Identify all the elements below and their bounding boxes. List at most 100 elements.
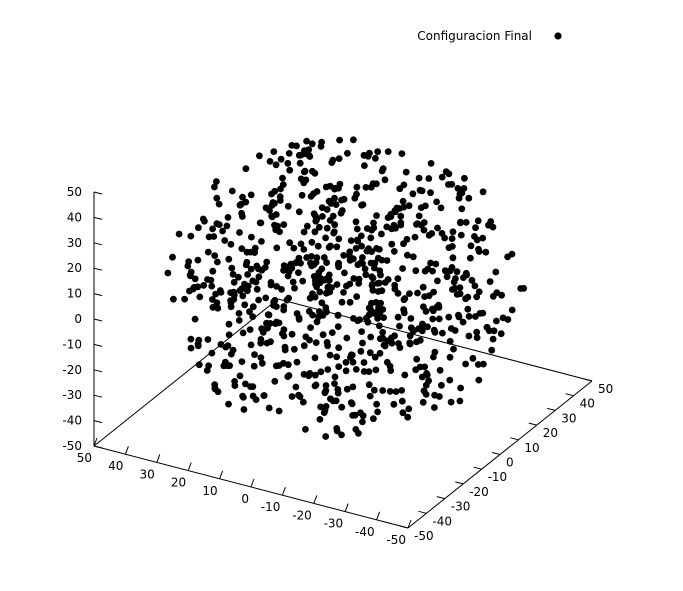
data-point bbox=[315, 269, 323, 276]
data-point bbox=[456, 284, 464, 292]
data-point bbox=[253, 262, 261, 270]
data-point bbox=[338, 403, 346, 411]
data-point bbox=[284, 361, 292, 369]
y-tick-mark bbox=[491, 452, 501, 455]
data-point bbox=[373, 212, 380, 220]
data-point bbox=[307, 324, 314, 331]
data-point bbox=[368, 273, 376, 281]
data-point bbox=[281, 346, 289, 354]
data-point bbox=[415, 212, 423, 220]
data-point bbox=[425, 292, 433, 300]
x-tick-label: 50 bbox=[77, 451, 92, 465]
data-point bbox=[260, 392, 268, 399]
z-tick-mark bbox=[93, 318, 103, 322]
data-point bbox=[433, 198, 440, 206]
y-tick-mark bbox=[455, 481, 464, 485]
data-point bbox=[372, 154, 379, 162]
data-point bbox=[222, 343, 230, 351]
data-point bbox=[361, 265, 369, 273]
data-point bbox=[213, 194, 221, 202]
data-point bbox=[285, 294, 292, 302]
data-point bbox=[291, 284, 298, 292]
data-point bbox=[238, 245, 246, 253]
data-point bbox=[381, 176, 389, 184]
data-point bbox=[362, 184, 370, 191]
y-tick-mark bbox=[436, 496, 445, 500]
data-point bbox=[191, 275, 199, 283]
data-point bbox=[473, 334, 481, 341]
data-point bbox=[239, 329, 247, 337]
data-point bbox=[439, 329, 446, 337]
data-point bbox=[314, 274, 322, 282]
data-point bbox=[253, 285, 261, 293]
data-point bbox=[286, 239, 294, 247]
data-point bbox=[379, 165, 387, 173]
data-point bbox=[353, 225, 361, 233]
z-tick-label: 0 bbox=[74, 312, 82, 326]
data-point bbox=[275, 319, 283, 327]
data-point bbox=[195, 224, 202, 232]
data-point bbox=[353, 293, 361, 300]
data-point bbox=[458, 205, 466, 213]
data-point bbox=[366, 149, 373, 157]
x-tick-mark bbox=[219, 470, 224, 479]
x-tick-mark bbox=[376, 511, 381, 520]
y-tick-label: -50 bbox=[414, 529, 434, 543]
data-point bbox=[331, 380, 338, 387]
data-point bbox=[368, 248, 375, 256]
data-point bbox=[368, 299, 375, 307]
data-point bbox=[209, 303, 217, 311]
data-point bbox=[204, 336, 212, 343]
data-point bbox=[211, 183, 218, 191]
data-point bbox=[370, 415, 377, 423]
data-point bbox=[231, 378, 239, 385]
data-point bbox=[225, 400, 232, 408]
data-point bbox=[239, 292, 247, 300]
x-tick-mark bbox=[313, 495, 318, 504]
data-point bbox=[498, 291, 505, 299]
data-point bbox=[322, 304, 330, 311]
x-tick-mark bbox=[93, 437, 98, 447]
data-point bbox=[309, 290, 316, 298]
data-point bbox=[407, 324, 415, 332]
data-point bbox=[449, 228, 457, 236]
data-point bbox=[246, 308, 253, 316]
z-tick-mark bbox=[93, 191, 103, 195]
data-point bbox=[329, 397, 337, 405]
data-point bbox=[295, 269, 302, 276]
data-point bbox=[427, 259, 434, 267]
data-point bbox=[225, 255, 233, 263]
data-point bbox=[200, 282, 208, 289]
data-point bbox=[247, 265, 255, 273]
base-left-edge bbox=[93, 298, 279, 447]
data-point bbox=[492, 268, 500, 276]
data-point bbox=[438, 173, 446, 181]
data-point bbox=[474, 361, 482, 368]
data-point bbox=[388, 240, 396, 248]
data-point bbox=[262, 204, 270, 212]
data-point bbox=[435, 315, 443, 323]
data-point bbox=[279, 330, 286, 337]
data-point bbox=[453, 268, 461, 276]
data-point bbox=[407, 315, 415, 322]
data-point bbox=[228, 264, 236, 272]
data-point bbox=[230, 278, 238, 286]
data-point bbox=[380, 314, 387, 321]
data-point bbox=[348, 351, 356, 359]
axes: 50403020100-10-20-30-40-5050403020100-10… bbox=[62, 185, 613, 547]
data-point bbox=[333, 427, 341, 435]
data-point bbox=[244, 282, 252, 290]
x-tick-mark bbox=[407, 519, 412, 529]
data-point bbox=[467, 242, 475, 250]
data-point bbox=[366, 349, 374, 357]
data-point bbox=[419, 283, 427, 291]
data-point bbox=[239, 193, 246, 201]
data-point bbox=[276, 193, 284, 201]
data-point bbox=[280, 262, 288, 270]
data-point bbox=[355, 275, 363, 283]
data-point bbox=[224, 214, 232, 221]
data-point bbox=[330, 228, 338, 236]
data-point bbox=[255, 273, 263, 281]
data-point bbox=[391, 281, 399, 289]
data-point bbox=[211, 252, 219, 259]
